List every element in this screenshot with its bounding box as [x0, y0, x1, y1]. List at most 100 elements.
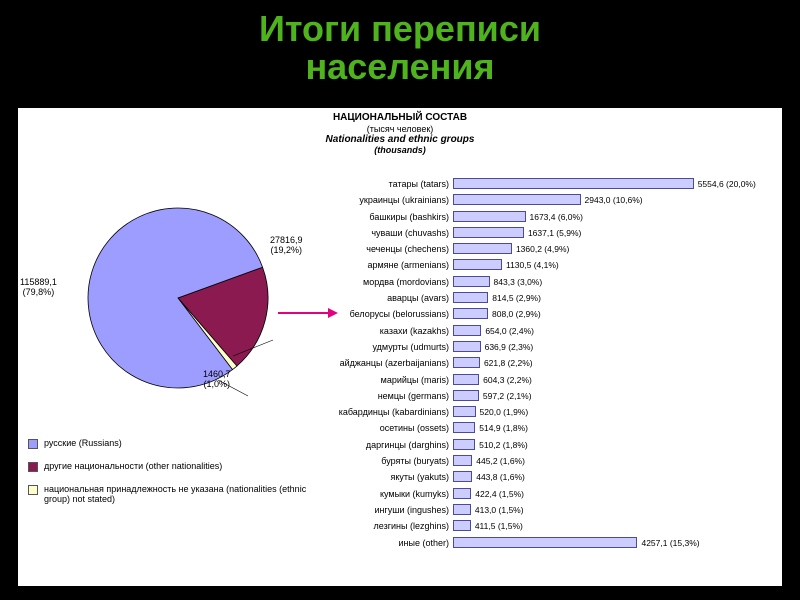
bar-value: 413,0 (1,5%) — [475, 502, 524, 518]
bar-row: лезгины (lezghins)411,5 (1,5%) — [453, 518, 773, 534]
pie-legend: русские (Russians) другие национальности … — [28, 438, 308, 516]
bar-rect — [453, 488, 471, 499]
pie-label-russians: 115889,1(79,8%) — [20, 278, 57, 298]
header-ru: НАЦИОНАЛЬНЫЙ СОСТАВ — [18, 112, 782, 124]
bar-row: кумыки (kumyks)422,4 (1,5%) — [453, 486, 773, 502]
bar-row: марийцы (maris)604,3 (2,2%) — [453, 372, 773, 388]
bar-rect — [453, 276, 490, 287]
chart-header: НАЦИОНАЛЬНЫЙ СОСТАВ (тысяч человек) Nati… — [18, 108, 782, 156]
bar-rect — [453, 455, 472, 466]
legend-item: другие национальности (other nationaliti… — [28, 461, 308, 472]
header-en: Nationalities and ethnic groups — [18, 134, 782, 146]
bar-label: кумыки (kumyks) — [303, 486, 453, 502]
bar-rect — [453, 504, 471, 515]
bar-label: аварцы (avars) — [303, 290, 453, 306]
bar-rect — [453, 341, 481, 352]
bar-value: 1673,4 (6,0%) — [530, 209, 583, 225]
bar-row: чеченцы (chechens)1360,2 (4,9%) — [453, 241, 773, 257]
bar-row: мордва (mordovians)843,3 (3,0%) — [453, 274, 773, 290]
bar-value: 654,0 (2,4%) — [485, 323, 534, 339]
bar-value: 597,2 (2,1%) — [483, 388, 532, 404]
legend-swatch — [28, 439, 38, 449]
bar-label: кабардинцы (kabardinians) — [303, 404, 453, 420]
bar-label: ингуши (ingushes) — [303, 502, 453, 518]
bar-value: 443,8 (1,6%) — [476, 469, 525, 485]
bar-rect — [453, 439, 475, 450]
bar-rect — [453, 194, 581, 205]
bar-row: чуваши (chuvashs)1637,1 (5,9%) — [453, 225, 773, 241]
bar-value: 621,8 (2,2%) — [484, 355, 533, 371]
bar-rect — [453, 390, 479, 401]
header-ru-sub: (тысяч человек) — [18, 124, 782, 134]
bar-value: 2943,0 (10,6%) — [585, 192, 643, 208]
bar-label: казахи (kazakhs) — [303, 323, 453, 339]
legend-item: русские (Russians) — [28, 438, 308, 449]
bar-row: казахи (kazakhs)654,0 (2,4%) — [453, 323, 773, 339]
bar-value: 520,0 (1,9%) — [480, 404, 529, 420]
pie-label-unstated: 1460,7(1,0%) — [203, 370, 231, 390]
bar-value: 808,0 (2,9%) — [492, 306, 541, 322]
bar-label: белорусы (belorussians) — [303, 306, 453, 322]
bar-row: осетины (ossets)514,9 (1,8%) — [453, 420, 773, 436]
pie-chart — [78, 198, 278, 398]
bar-rect — [453, 357, 480, 368]
bar-row: аварцы (avars)814,5 (2,9%) — [453, 290, 773, 306]
bar-value: 5554,6 (20,0%) — [698, 176, 756, 192]
bar-row: армяне (armenians)1130,5 (4,1%) — [453, 257, 773, 273]
bar-rect — [453, 308, 488, 319]
bar-rect — [453, 471, 472, 482]
header-en-sub: (thousands) — [18, 145, 782, 155]
bar-label: иные (other) — [303, 535, 453, 551]
legend-text: русские (Russians) — [44, 438, 122, 448]
bar-value: 843,3 (3,0%) — [494, 274, 543, 290]
bar-label: чеченцы (chechens) — [303, 241, 453, 257]
bar-rect — [453, 325, 481, 336]
bar-value: 510,2 (1,8%) — [479, 437, 528, 453]
bar-row: белорусы (belorussians)808,0 (2,9%) — [453, 306, 773, 322]
bar-rect — [453, 406, 476, 417]
bar-label: татары (tatars) — [303, 176, 453, 192]
bar-rect — [453, 520, 471, 531]
bar-rect — [453, 211, 526, 222]
legend-text: другие национальности (other nationaliti… — [44, 461, 222, 471]
bar-row: айджанцы (azerbaijanians)621,8 (2,2%) — [453, 355, 773, 371]
bar-label: чуваши (chuvashs) — [303, 225, 453, 241]
bar-label: марийцы (maris) — [303, 372, 453, 388]
bar-row: буряты (buryats)445,2 (1,6%) — [453, 453, 773, 469]
bar-chart: татары (tatars)5554,6 (20,0%)украинцы (u… — [453, 176, 773, 551]
bar-value: 4257,1 (15,3%) — [641, 535, 699, 551]
bar-value: 1637,1 (5,9%) — [528, 225, 581, 241]
legend-item: национальная принадлежность не указана (… — [28, 484, 308, 504]
legend-swatch — [28, 462, 38, 472]
bar-rect — [453, 292, 488, 303]
title-line1: Итоги переписи — [259, 8, 541, 49]
bar-rect — [453, 259, 502, 270]
chart-panel: НАЦИОНАЛЬНЫЙ СОСТАВ (тысяч человек) Nati… — [18, 108, 782, 586]
bar-row: кабардинцы (kabardinians)520,0 (1,9%) — [453, 404, 773, 420]
bar-label: даргинцы (darghins) — [303, 437, 453, 453]
page-title: Итоги переписи населения — [0, 0, 800, 92]
bar-value: 514,9 (1,8%) — [479, 420, 528, 436]
bar-label: якуты (yakuts) — [303, 469, 453, 485]
bar-row: немцы (germans)597,2 (2,1%) — [453, 388, 773, 404]
bar-value: 636,9 (2,3%) — [485, 339, 534, 355]
bar-label: лезгины (lezghins) — [303, 518, 453, 534]
bar-label: армяне (armenians) — [303, 257, 453, 273]
bar-row: удмурты (udmurts)636,9 (2,3%) — [453, 339, 773, 355]
bar-label: айджанцы (azerbaijanians) — [303, 355, 453, 371]
bar-value: 604,3 (2,2%) — [483, 372, 532, 388]
bar-label: буряты (buryats) — [303, 453, 453, 469]
bar-row: татары (tatars)5554,6 (20,0%) — [453, 176, 773, 192]
title-line2: населения — [305, 46, 494, 87]
bar-row: башкиры (bashkirs)1673,4 (6,0%) — [453, 209, 773, 225]
bar-rect — [453, 227, 524, 238]
pie-label-other: 27816,9(19,2%) — [270, 236, 303, 256]
bar-row: даргинцы (darghins)510,2 (1,8%) — [453, 437, 773, 453]
bar-rect — [453, 374, 479, 385]
bar-rect — [453, 178, 694, 189]
bar-label: осетины (ossets) — [303, 420, 453, 436]
bar-value: 422,4 (1,5%) — [475, 486, 524, 502]
bar-label: украинцы (ukrainians) — [303, 192, 453, 208]
legend-text: национальная принадлежность не указана (… — [44, 484, 308, 504]
bar-value: 1360,2 (4,9%) — [516, 241, 569, 257]
